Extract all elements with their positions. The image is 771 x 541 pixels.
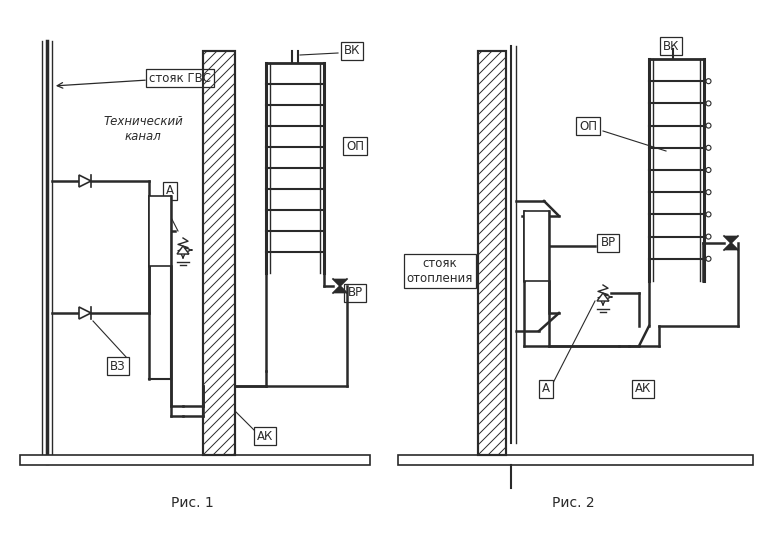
Text: Технический
канал: Технический канал [103, 115, 183, 143]
Polygon shape [79, 307, 91, 319]
Circle shape [706, 256, 711, 261]
Text: стояк ГВС: стояк ГВС [149, 71, 211, 84]
Text: АК: АК [635, 382, 651, 395]
Text: Рис. 1: Рис. 1 [170, 496, 214, 510]
Text: А: А [166, 184, 174, 197]
Text: А: А [542, 382, 550, 395]
Circle shape [706, 234, 711, 239]
Circle shape [706, 123, 711, 128]
Text: ВК: ВК [663, 39, 679, 52]
Circle shape [706, 190, 711, 195]
Bar [478, 51, 506, 455]
Polygon shape [724, 236, 738, 243]
Polygon shape [177, 246, 189, 254]
Circle shape [706, 101, 711, 106]
Text: ОП: ОП [346, 140, 364, 153]
Text: ОП: ОП [579, 120, 597, 133]
Text: стояк
отопления: стояк отопления [407, 257, 473, 285]
Polygon shape [333, 279, 347, 286]
Bar [524, 211, 548, 281]
Bar [203, 51, 235, 455]
Text: ВР: ВР [348, 287, 362, 300]
Circle shape [706, 212, 711, 217]
Text: ВР: ВР [601, 236, 615, 249]
Bar [203, 51, 235, 455]
Circle shape [706, 168, 711, 173]
Bar [149, 196, 171, 266]
Text: ВК: ВК [344, 44, 360, 57]
Polygon shape [597, 293, 609, 301]
Polygon shape [79, 175, 91, 187]
Text: ВЗ: ВЗ [110, 360, 126, 373]
Polygon shape [724, 243, 738, 250]
Bar [398, 455, 753, 465]
Bar [478, 51, 506, 455]
Text: Рис. 2: Рис. 2 [552, 496, 594, 510]
Polygon shape [333, 286, 347, 293]
Circle shape [706, 78, 711, 84]
Bar [20, 455, 370, 465]
Circle shape [706, 146, 711, 150]
Text: АК: АК [257, 430, 273, 443]
